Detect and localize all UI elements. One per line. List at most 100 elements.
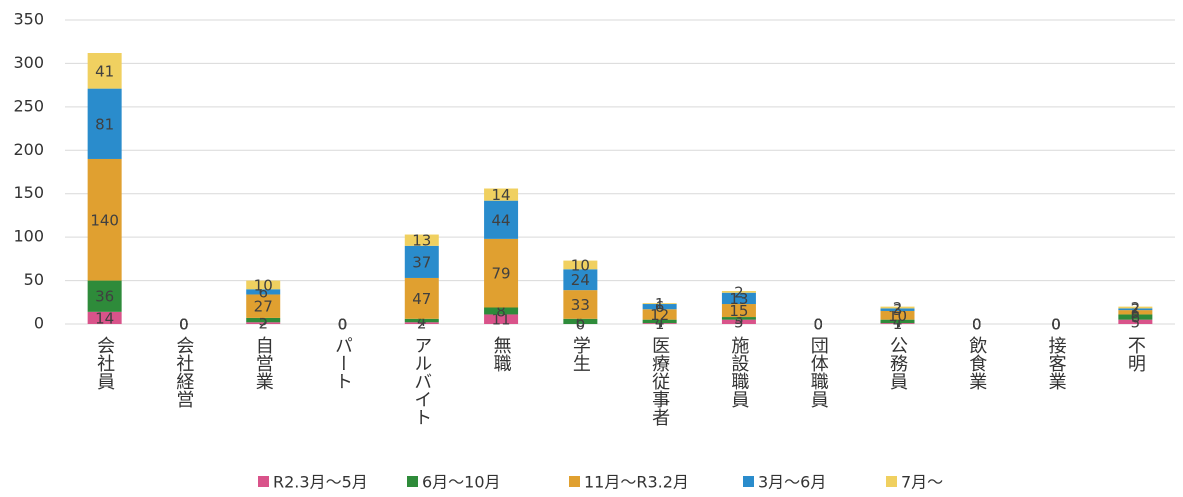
data-label: 10: [254, 276, 273, 294]
y-tick-label: 350: [13, 10, 44, 29]
bar-segment: [484, 238, 519, 308]
x-tick-label: 不明: [1125, 336, 1146, 373]
x-tick-label: 団体職員: [808, 336, 829, 408]
y-tick-label: 150: [13, 183, 44, 202]
bar-segment: [880, 319, 915, 324]
data-label: 0: [338, 316, 348, 334]
data-label: 0: [813, 316, 823, 334]
legend-label: 6月～10月: [422, 473, 501, 492]
data-label: 3: [734, 310, 744, 328]
data-label: 5: [1131, 304, 1141, 322]
data-label: 11: [492, 311, 511, 329]
data-label: 0: [1051, 316, 1061, 334]
data-label: 0: [576, 316, 586, 334]
data-label: 81: [95, 115, 114, 133]
data-label: 0: [179, 316, 189, 334]
data-label: 12: [650, 306, 669, 324]
legend-swatch: [886, 476, 897, 487]
data-label: 3: [893, 301, 903, 319]
bar-segment: [246, 322, 281, 324]
legend-swatch: [258, 476, 269, 487]
data-label: 0: [179, 316, 189, 334]
data-label: 0: [813, 316, 823, 334]
data-label: 2: [1131, 301, 1141, 319]
bar-segment: [563, 290, 598, 319]
legend-label: 3月～6月: [758, 473, 826, 492]
bar-segment: [484, 307, 519, 315]
x-tick-label: 飲食業: [966, 336, 987, 390]
bar-segment: [87, 280, 122, 312]
data-label: 79: [492, 265, 511, 283]
data-label: 0: [813, 316, 823, 334]
x-tick-label: 公務員: [887, 336, 908, 390]
data-label: 2: [893, 299, 903, 317]
data-label: 2: [258, 315, 268, 333]
data-label: 47: [412, 290, 431, 308]
data-label: 37: [412, 253, 431, 271]
data-label: 27: [254, 298, 273, 316]
bar-segment: [721, 317, 756, 320]
data-label: 44: [492, 211, 511, 229]
y-tick-label: 300: [13, 53, 44, 72]
data-label: 5: [734, 313, 744, 331]
y-tick-label: 50: [24, 270, 44, 289]
x-tick-label: 会社経営: [173, 336, 194, 408]
x-tick-label: アルバイト: [411, 336, 432, 426]
bar-segment: [880, 306, 915, 309]
y-tick-label: 250: [13, 96, 44, 115]
x-tick-label: 医療従事者: [649, 336, 670, 426]
bar-segment: [404, 234, 439, 246]
bar-segment: [880, 308, 915, 311]
data-label: 2: [734, 283, 744, 301]
data-label: 10: [571, 256, 590, 274]
data-label: 0: [338, 316, 348, 334]
data-label: 6: [576, 313, 586, 331]
bar-segment: [642, 323, 677, 324]
data-label: 14: [492, 186, 511, 204]
data-label: 33: [571, 296, 590, 314]
data-label: 140: [90, 211, 119, 229]
x-tick-label: 接客業: [1046, 336, 1067, 390]
data-label: 1: [893, 315, 903, 333]
data-label: 0: [972, 316, 982, 334]
bar-segment: [563, 269, 598, 291]
data-label: 15: [729, 302, 748, 320]
x-tick-label: 自営業: [253, 336, 274, 390]
legend-label: R2.3月～5月: [273, 473, 368, 492]
data-label: 4: [417, 312, 427, 330]
bar-segment: [880, 310, 915, 320]
data-label: 0: [813, 316, 823, 334]
x-tick-label: 学生: [570, 336, 591, 372]
bar-segment: [721, 304, 756, 318]
bar-segment: [1118, 310, 1153, 315]
bar-segment: [880, 323, 915, 324]
bar-segment: [484, 200, 519, 239]
data-label: 10: [888, 307, 907, 325]
data-label: 13: [729, 290, 748, 308]
bar-segment: [721, 292, 756, 305]
x-tick-label: 無職: [491, 336, 512, 372]
data-label: 4: [655, 313, 665, 331]
data-label: 13: [412, 232, 431, 250]
bar-segment: [404, 277, 439, 319]
bar-segment: [721, 319, 756, 324]
data-label: 0: [1051, 316, 1061, 334]
y-tick-label: 0: [34, 314, 44, 333]
data-label: 5: [258, 312, 268, 330]
bar-segment: [484, 314, 519, 324]
data-label: 0: [972, 316, 982, 334]
bar-segment: [563, 260, 598, 270]
bar-segment: [246, 280, 281, 290]
data-label: 0: [1051, 316, 1061, 334]
data-label: 14: [95, 309, 114, 327]
data-label: 0: [1051, 316, 1061, 334]
data-label: 4: [893, 313, 903, 331]
bar-segment: [404, 322, 439, 324]
data-label: 0: [179, 316, 189, 334]
data-label: 0: [972, 316, 982, 334]
x-tick-label: 施設職員: [728, 336, 749, 408]
data-label: 6: [655, 298, 665, 316]
data-label: 1: [655, 295, 665, 313]
data-label: 6: [258, 283, 268, 301]
